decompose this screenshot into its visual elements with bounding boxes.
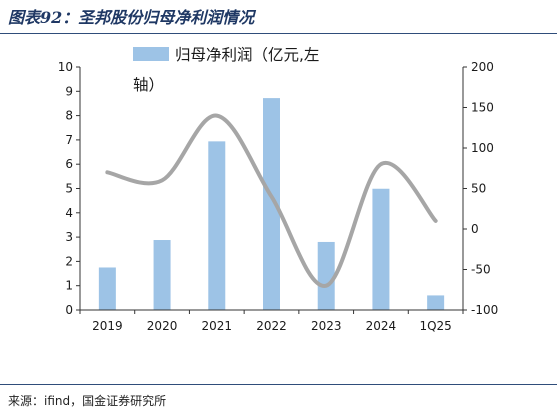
left-tick-label: 7 <box>65 133 73 147</box>
right-tick-label: 150 <box>471 101 494 115</box>
left-tick-label: 2 <box>65 254 73 268</box>
legend-label-line1: 归母净利润（亿元,左 <box>175 46 319 64</box>
left-tick-label: 5 <box>65 182 73 196</box>
left-tick-label: 10 <box>58 60 73 74</box>
x-tick-label: 2019 <box>92 319 123 333</box>
figure-title: 图表92：圣邦股份归母净利润情况 <box>8 8 255 27</box>
left-tick-label: 4 <box>65 206 73 220</box>
bar-2022 <box>263 98 280 310</box>
x-tick-label: 1Q25 <box>419 319 451 333</box>
left-tick-label: 0 <box>65 303 73 317</box>
x-tick-label: 2023 <box>311 319 342 333</box>
left-tick-label: 1 <box>65 279 73 293</box>
bar-2019 <box>98 267 116 310</box>
right-tick-label: 200 <box>471 60 494 74</box>
legend-label-line2: 轴） <box>133 76 164 94</box>
bar-2020 <box>153 240 171 310</box>
legend-swatch <box>133 47 169 61</box>
x-tick-label: 2024 <box>366 319 397 333</box>
source-note: 来源：ifind，国金证券研究所 <box>8 394 167 408</box>
chart: 0 1 2 3 4 5 6 7 8 9 10 -100 -50 0 50 100 150 200 2019 2020 2… <box>58 46 499 333</box>
left-tick-label: 6 <box>65 157 73 171</box>
source-rule <box>0 384 557 385</box>
x-tick-label: 2022 <box>256 319 287 333</box>
right-tick-label: 50 <box>471 182 486 196</box>
profit-growth-line <box>105 113 438 288</box>
left-tick-label: 9 <box>65 84 73 98</box>
left-tick-label: 3 <box>65 230 73 244</box>
right-tick-label: 0 <box>471 222 479 236</box>
bar-2023 <box>317 241 335 310</box>
right-tick-label: -100 <box>471 303 498 317</box>
bar-1Q25 <box>427 295 445 310</box>
title-rule <box>0 33 557 34</box>
bar-2024 <box>372 188 390 310</box>
right-tick-label: 100 <box>471 141 494 155</box>
bar-2021 <box>208 141 226 310</box>
right-tick-label: -50 <box>471 263 491 277</box>
left-tick-label: 8 <box>65 109 73 123</box>
x-tick-label: 2021 <box>202 319 233 333</box>
x-tick-label: 2020 <box>147 319 178 333</box>
